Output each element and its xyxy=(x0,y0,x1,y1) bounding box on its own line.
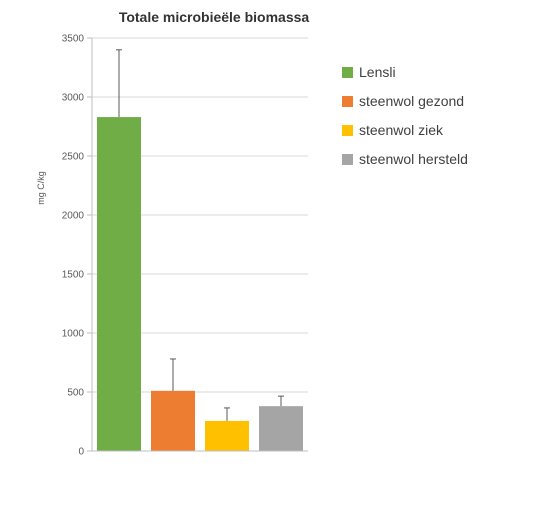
y-tick-label-1000: 1000 xyxy=(62,329,85,340)
legend-swatch-3 xyxy=(342,125,353,136)
bar-3 xyxy=(205,420,249,451)
legend-label-1: Lensli xyxy=(359,64,396,80)
y-tick-label-500: 500 xyxy=(67,388,84,399)
legend-swatch-4 xyxy=(342,154,353,165)
bar-2 xyxy=(151,390,195,451)
legend-swatch-2 xyxy=(342,96,353,107)
legend: Lensli steenwol gezond steenwol ziek steenw… xyxy=(342,64,468,167)
legend-label-4: steenwol hersteld xyxy=(359,151,468,167)
y-tick-label-2500: 2500 xyxy=(62,152,85,163)
legend-label-2: steenwol gezond xyxy=(359,93,464,109)
bars xyxy=(97,117,303,451)
legend-swatch-1 xyxy=(342,67,353,78)
legend-label-3: steenwol ziek xyxy=(359,122,444,138)
bar-4 xyxy=(259,406,303,451)
y-axis-label: mg C/kg xyxy=(36,171,46,205)
y-tick-label-1500: 1500 xyxy=(62,270,85,281)
y-tick-label-3000: 3000 xyxy=(62,93,85,104)
y-tick-label-2000: 2000 xyxy=(62,211,85,222)
chart-title: Totale microbieële biomassa xyxy=(119,9,310,25)
y-tick-label-3500: 3500 xyxy=(62,34,85,45)
y-tick-label-0: 0 xyxy=(78,447,84,458)
error-bars xyxy=(116,49,284,421)
y-axis-ticks: 0 500 1000 1500 2000 2500 3000 3500 xyxy=(62,34,92,458)
axes xyxy=(91,38,308,452)
bar-1 xyxy=(97,117,141,451)
